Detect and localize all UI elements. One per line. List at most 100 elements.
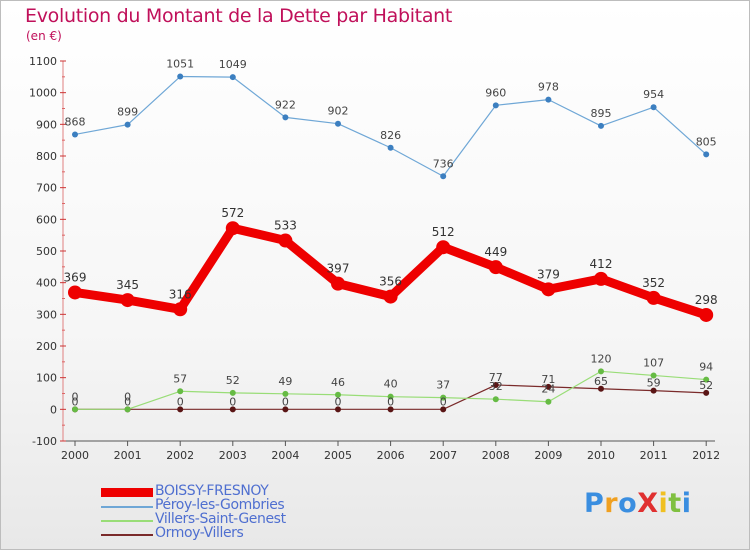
data-label: 572 [221,206,244,220]
x-tick-label: 2006 [377,449,405,462]
x-tick-label: 2011 [640,449,668,462]
legend-swatch [101,488,153,497]
logo-letter: t [668,488,682,519]
legend-label: Péroy-les-Gombries [155,497,285,513]
data-point [229,406,236,413]
data-label: 0 [72,395,79,408]
y-tick-label: 800 [36,150,57,163]
data-point [545,398,552,405]
legend-label: Villers-Saint-Genest [155,511,286,527]
y-tick-label: 700 [36,182,57,195]
logo-letter: X [637,488,659,519]
data-label: 94 [699,361,713,374]
data-label: 954 [643,88,664,101]
data-label: 52 [699,379,713,392]
y-tick-label: 1000 [29,87,57,100]
data-point [488,260,503,275]
x-tick-label: 2009 [534,449,562,462]
x-tick-label: 2005 [324,449,352,462]
data-label: 533 [274,219,297,233]
data-label: 107 [643,356,664,369]
data-label: 369 [64,270,87,284]
data-point [699,307,714,322]
x-tick-label: 2002 [166,449,194,462]
data-label: 1051 [166,58,194,71]
data-point [331,276,345,291]
data-label: 120 [591,352,612,365]
data-point [173,302,188,317]
data-point [440,394,447,401]
y-tick-label: 0 [50,403,57,416]
logo-letter: r [604,488,619,519]
legend-swatch [101,534,153,536]
data-point [68,285,82,300]
data-point [177,388,184,395]
data-label: 736 [433,157,454,170]
x-tick-label: 2000 [61,449,89,462]
legend-label: BOISSY-FRESNOY [155,483,269,499]
data-point [177,406,184,413]
data-point [124,406,131,413]
data-point [335,406,341,413]
x-tick-label: 2001 [114,449,142,462]
data-point [278,233,293,248]
data-label: 316 [169,287,192,301]
data-label: 32 [489,380,503,393]
data-label: 512 [432,225,455,239]
x-tick-label: 2012 [692,449,720,462]
data-label: 449 [484,245,507,259]
data-label: 345 [116,278,139,292]
data-label: 960 [485,86,506,99]
data-label: 356 [379,275,402,289]
proxiti-logo: ProXiti [584,488,691,519]
data-point [120,293,135,308]
data-point [703,151,710,158]
data-label: 59 [647,377,661,390]
y-tick-label: 400 [36,277,57,290]
y-tick-label: 600 [36,213,57,226]
data-point [440,406,447,413]
series-line-1 [74,75,707,177]
x-tick-label: 2003 [219,449,247,462]
data-label: 397 [327,262,350,276]
x-tick-label: 2004 [271,449,299,462]
data-label: 0 [72,390,79,403]
data-point [650,387,657,394]
data-point [598,122,604,129]
data-label: 46 [331,376,345,389]
x-tick-label: 2007 [429,449,457,462]
data-label: 0 [387,395,394,408]
data-label: 0 [124,390,131,403]
y-tick-label: 500 [36,245,57,258]
data-point [335,391,341,398]
logo-letter: i [681,488,692,519]
data-point [282,114,289,121]
data-point [383,289,398,304]
data-point [282,390,289,397]
y-tick-label: 900 [36,118,57,131]
data-point [229,389,236,396]
data-point [72,406,78,413]
data-label: 826 [380,129,401,142]
data-point [124,121,131,128]
data-label: 0 [282,395,289,408]
data-point [492,381,499,388]
data-point [229,74,236,81]
data-point [177,73,184,80]
data-label: 895 [591,107,612,120]
data-point [492,102,499,109]
data-point [703,389,710,396]
data-label: 49 [278,375,292,388]
data-point [436,240,451,255]
data-label: 379 [537,267,560,281]
data-point [387,144,394,151]
data-label: 922 [275,98,296,111]
data-label: 0 [335,395,342,408]
y-tick-label: 200 [36,340,57,353]
data-label: 77 [489,371,503,384]
y-tick-label: 100 [36,372,57,385]
x-tick-label: 2008 [482,449,510,462]
data-point [598,368,604,375]
